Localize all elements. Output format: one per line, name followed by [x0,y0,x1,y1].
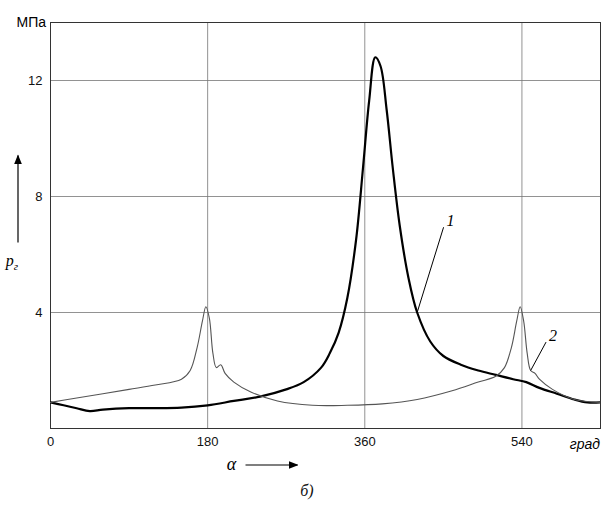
svg-text:МПа: МПа [16,14,46,30]
svg-text:0: 0 [47,434,54,449]
svg-text:180: 180 [197,434,219,449]
svg-text:град: град [570,436,600,452]
svg-text:540: 540 [511,434,533,449]
svg-text:1: 1 [447,212,455,229]
svg-text:8: 8 [35,189,42,204]
html-text:б): б) [300,482,314,499]
svg-text:2: 2 [549,327,557,344]
svg-text:4: 4 [35,305,42,320]
svg-text:12: 12 [28,73,42,88]
svg-text:360: 360 [354,434,376,449]
svg-text:α: α [227,454,237,474]
svg-text:pг: pг [5,252,19,272]
